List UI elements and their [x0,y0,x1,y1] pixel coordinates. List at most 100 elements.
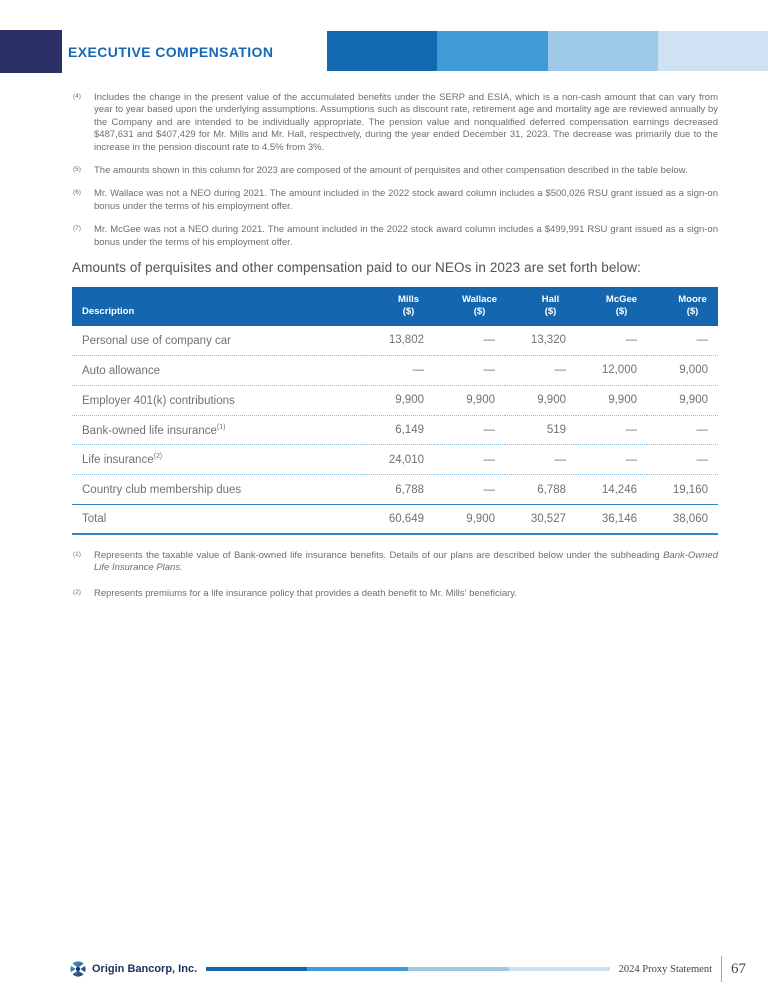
cell-value: — [647,444,718,476]
cell-value: 19,160 [672,483,708,496]
footnote-2: (2) Represents premiums for a life insur… [72,588,718,600]
footnote-text: The amounts shown in this column for 202… [94,165,688,177]
cell-value: — [647,326,718,356]
footnote-text: Mr. McGee was not a NEO during 2021. The… [94,224,718,248]
table-row-company-car: Personal use of company car 13,802 — 13,… [72,326,718,356]
col-header-mcgee: McGee ($) [576,287,647,326]
footer-doc-title: 2024 Proxy Statement [618,963,712,975]
total-label: Total [72,504,363,536]
footer-line-seg-3 [407,966,509,972]
footer-line-seg-4 [508,966,610,972]
col-name: Mills [397,294,420,306]
col-header-wallace: Wallace ($) [434,287,505,326]
row-sup: (1) [216,423,226,431]
col-name: McGee [605,294,638,306]
col-header-hall: Hall ($) [505,287,576,326]
cell-value: 30,527 [505,504,576,536]
page-footer: Origin Bancorp, Inc. 2024 Proxy Statemen… [70,952,746,986]
cell-value: 9,900 [647,385,718,416]
cell-value: 38,060 [647,504,718,536]
footnote-marker: (7) [73,225,81,233]
col-unit: ($) [544,306,557,318]
table-header-row: Description Mills ($) Wallace ($) Hall (… [72,287,718,327]
cell-value: — [434,444,505,476]
footnote-text: Includes the change in the present value… [94,92,718,153]
footer-line-seg-2 [307,966,408,972]
footnote-marker: (6) [73,189,81,197]
cell-value: 14,246 [601,483,637,496]
cell-value: 519 [505,415,576,446]
row-label: Life insurance [82,454,154,467]
footnote-italic-text: Bank-Owned Life Insurance Plans. [94,550,718,574]
row-label: Bank-owned life insurance [82,424,217,437]
cell-value: — [434,355,505,386]
cell-value: — [576,444,647,476]
footnote-text: Represents premiums for a life insurance… [94,587,517,599]
cell-value: 36,146 [576,504,647,536]
table-row-401k: Employer 401(k) contributions 9,900 9,90… [72,385,718,416]
table-intro-text: Amounts of perquisites and other compens… [72,260,641,276]
cell-value: 9,000 [647,355,718,386]
section-header-band: EXECUTIVE COMPENSATION [0,30,768,73]
cell-value: — [576,415,647,446]
cell-value: — [505,444,576,476]
cell-value: — [505,355,576,386]
footnote-marker: (4) [73,93,81,100]
row-label: Auto allowance [82,364,160,377]
col-name: Moore [678,294,707,306]
cell-value: 9,900 [434,385,505,416]
cell-value: 9,900 [576,385,647,416]
row-label: Employer 401(k) contributions [82,394,235,407]
footnote-marker: (5) [73,166,81,174]
col-unit: ($) [615,306,628,318]
row-label: Personal use of company car [82,334,231,347]
color-bar-3 [547,31,658,71]
page-number: 67 [731,960,746,977]
row-sup: (2) [153,453,163,461]
footnote-text: Represents the taxable value of Bank-own… [94,550,664,562]
header-navy-block [0,30,62,73]
row-label: Country club membership dues [82,484,242,497]
origin-bancorp-logo-icon [70,961,86,977]
color-bar-1 [327,31,438,71]
footnote-marker: (2) [73,588,81,596]
cell-value: 13,320 [505,326,576,356]
footnotes-bottom: (1) Represents the taxable value of Bank… [72,550,718,600]
footnote-7: (7) Mr. McGee was not a NEO during 2021.… [72,224,718,249]
col-unit: ($) [473,306,486,318]
cell-value: 6,788 [395,483,424,496]
footer-line-seg-1 [206,966,308,972]
footnote-1: (1) Represents the taxable value of Bank… [72,550,718,575]
cell-value: 60,649 [363,504,434,536]
footnote-text: Mr. Wallace was not a NEO during 2021. T… [94,188,718,212]
footnote-6: (6) Mr. Wallace was not a NEO during 202… [72,188,718,213]
footnote-5: (5) The amounts shown in this column for… [72,165,718,177]
footer-brand-name: Origin Bancorp, Inc. [92,963,198,975]
table-row-life-insurance: Life insurance(2) 24,010 — — — — [72,444,718,476]
cell-value: — [576,326,647,356]
header-color-bars [327,31,768,71]
table-row-country-club: Country club membership dues 6,788 — 6,7… [72,475,718,505]
cell-value: 6,149 [363,415,434,446]
cell-value: 9,900 [505,385,576,416]
cell-value: — [434,326,505,356]
cell-value: 24,010 [363,444,434,476]
footnote-4: (4) Includes the change in the present v… [72,92,718,154]
cell-value: — [434,415,505,446]
cell-value: 13,802 [363,326,434,356]
page-content: (4) Includes the change in the present v… [72,92,718,613]
footnotes-top: (4) Includes the change in the present v… [72,92,718,249]
col-header-moore: Moore ($) [647,287,718,326]
cell-value: — [363,355,434,386]
cell-value: 9,900 [363,385,434,416]
table-row-auto-allowance: Auto allowance — — — 12,000 9,000 [72,355,718,386]
color-bar-2 [437,31,548,71]
col-unit: ($) [686,306,699,318]
cell-value: 6,788 [537,483,566,496]
col-header-mills: Mills ($) [363,287,434,326]
color-bar-4 [657,31,768,71]
col-name: Wallace [461,294,498,306]
table-row-total: Total 60,649 9,900 30,527 36,146 38,060 [72,504,718,536]
cell-value: — [647,415,718,446]
